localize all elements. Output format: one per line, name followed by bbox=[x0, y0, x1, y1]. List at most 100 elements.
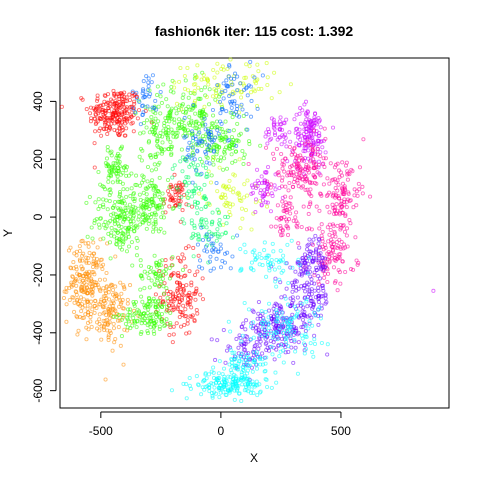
data-point bbox=[314, 181, 319, 186]
data-point bbox=[315, 294, 321, 299]
data-point bbox=[169, 106, 174, 111]
data-point bbox=[256, 299, 261, 305]
y-tick-label: -200 bbox=[31, 263, 45, 287]
data-point bbox=[243, 382, 248, 387]
data-point bbox=[337, 212, 342, 217]
data-point bbox=[207, 143, 212, 148]
data-point bbox=[290, 289, 295, 294]
data-point bbox=[307, 226, 312, 231]
data-point bbox=[306, 190, 312, 195]
data-point bbox=[173, 192, 178, 197]
data-point bbox=[266, 308, 272, 313]
data-point bbox=[164, 132, 169, 137]
data-point bbox=[169, 388, 174, 393]
data-point bbox=[92, 251, 97, 256]
data-point bbox=[80, 282, 85, 288]
data-point bbox=[288, 265, 293, 270]
data-point bbox=[153, 305, 158, 310]
data-point bbox=[315, 170, 320, 175]
data-point bbox=[307, 265, 312, 270]
data-point bbox=[210, 393, 215, 399]
data-point bbox=[272, 70, 277, 75]
data-point bbox=[81, 297, 86, 302]
data-point bbox=[137, 192, 142, 197]
data-point bbox=[92, 256, 97, 261]
data-point bbox=[110, 292, 116, 297]
data-point bbox=[90, 269, 95, 275]
data-point bbox=[281, 162, 286, 167]
data-point bbox=[256, 86, 261, 91]
data-point bbox=[297, 171, 302, 176]
data-point bbox=[257, 251, 262, 256]
data-point bbox=[138, 122, 143, 127]
data-point bbox=[170, 175, 175, 180]
data-point bbox=[241, 341, 247, 346]
data-point bbox=[149, 316, 154, 321]
data-point bbox=[160, 191, 165, 196]
data-point bbox=[177, 107, 182, 113]
data-point bbox=[296, 340, 301, 345]
data-point bbox=[253, 257, 258, 262]
data-point bbox=[225, 201, 230, 206]
data-point bbox=[316, 241, 321, 246]
data-point bbox=[98, 302, 103, 307]
data-point bbox=[141, 207, 146, 212]
data-point bbox=[160, 210, 165, 215]
data-point bbox=[122, 286, 127, 291]
data-point bbox=[298, 106, 303, 111]
data-point bbox=[312, 281, 317, 286]
data-point bbox=[183, 246, 188, 251]
data-point bbox=[151, 187, 156, 192]
data-point bbox=[205, 76, 210, 81]
data-point bbox=[289, 345, 294, 350]
data-point bbox=[180, 217, 185, 222]
data-point bbox=[247, 141, 252, 147]
data-point bbox=[232, 363, 237, 368]
data-point bbox=[110, 165, 115, 170]
data-point bbox=[336, 252, 342, 257]
data-point bbox=[152, 162, 157, 167]
data-point bbox=[198, 187, 203, 192]
data-point bbox=[332, 257, 337, 262]
data-point bbox=[194, 286, 199, 291]
data-point bbox=[200, 276, 205, 281]
data-point bbox=[130, 263, 135, 268]
data-point bbox=[150, 178, 155, 183]
data-point bbox=[279, 178, 285, 183]
data-point bbox=[215, 61, 220, 66]
data-point bbox=[243, 208, 248, 213]
data-point bbox=[288, 195, 293, 200]
data-point bbox=[194, 75, 199, 80]
data-point bbox=[278, 258, 283, 263]
data-point bbox=[244, 62, 249, 67]
data-point bbox=[240, 148, 245, 154]
data-point bbox=[327, 181, 332, 186]
data-point bbox=[187, 107, 192, 112]
data-point bbox=[177, 126, 182, 131]
data-point bbox=[132, 303, 137, 308]
data-point bbox=[229, 105, 234, 110]
data-point bbox=[312, 288, 317, 293]
data-point bbox=[311, 132, 316, 137]
data-point bbox=[73, 289, 78, 294]
data-point bbox=[160, 197, 165, 202]
data-point bbox=[306, 326, 311, 331]
data-point bbox=[184, 396, 189, 401]
data-point bbox=[356, 181, 361, 186]
data-point bbox=[73, 278, 78, 283]
data-point bbox=[231, 128, 236, 133]
data-point bbox=[160, 134, 165, 139]
data-point bbox=[177, 202, 182, 208]
data-point bbox=[117, 318, 122, 323]
data-point bbox=[92, 116, 98, 121]
data-point bbox=[265, 141, 270, 146]
data-point bbox=[298, 153, 303, 158]
data-point bbox=[218, 195, 223, 200]
data-point bbox=[253, 197, 259, 202]
data-point bbox=[277, 229, 283, 234]
data-point bbox=[144, 118, 150, 123]
data-point bbox=[325, 176, 330, 181]
data-point bbox=[262, 248, 267, 253]
data-point bbox=[244, 360, 249, 365]
data-point bbox=[301, 341, 307, 346]
